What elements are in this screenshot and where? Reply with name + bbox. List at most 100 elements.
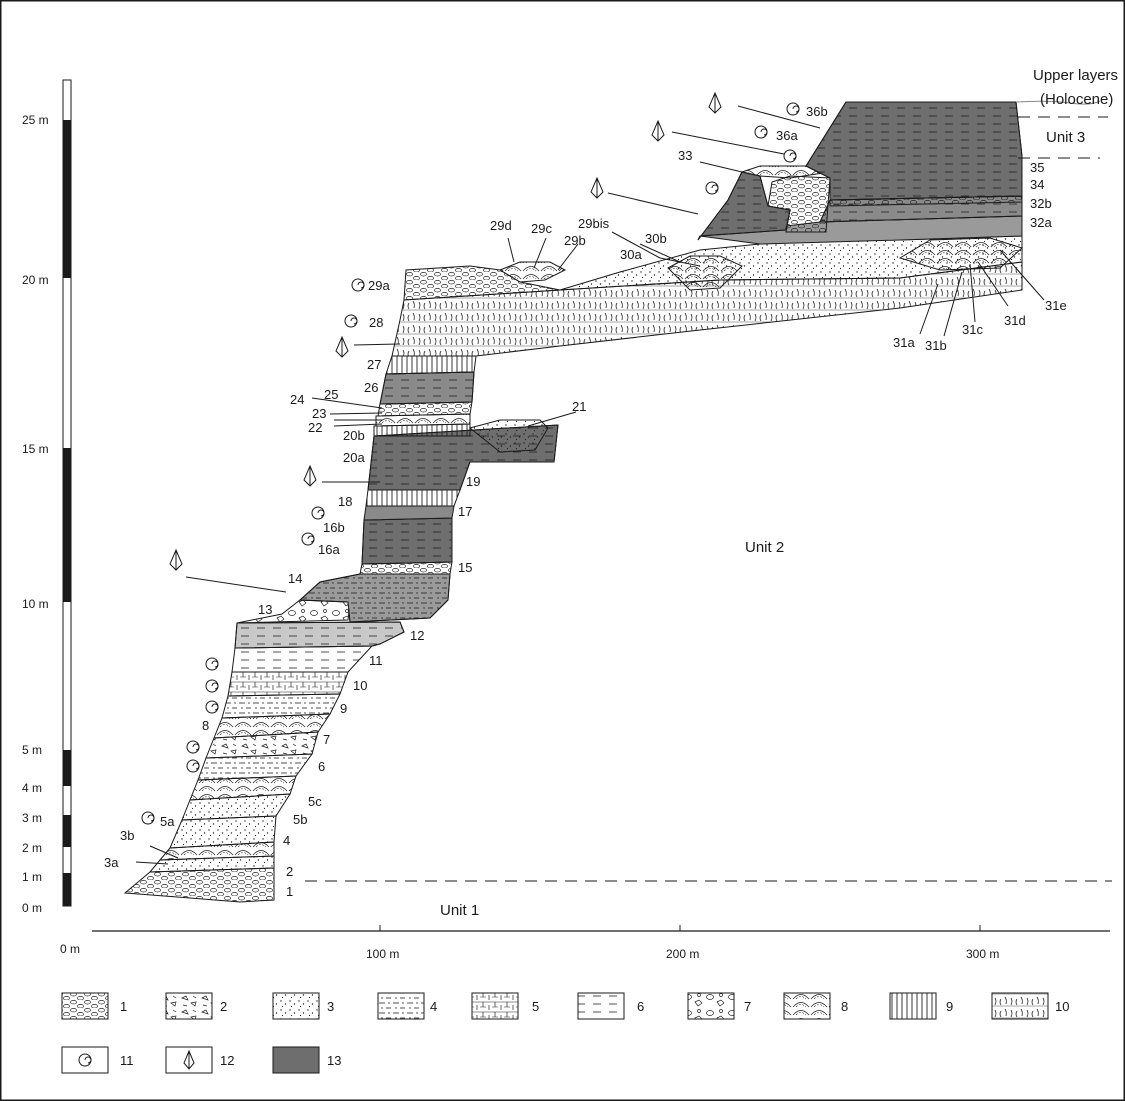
layer-label: 29bis: [578, 216, 610, 231]
legend: 1 2 3 4 5 6 7 8: [61, 992, 1069, 1074]
layer-label: 29a: [368, 278, 390, 293]
layer-label: 5a: [160, 814, 175, 829]
layer-label: 20a: [343, 450, 365, 465]
layer-label: 3a: [104, 855, 119, 870]
legend-label: 11: [120, 1053, 134, 1068]
layer-label: 25: [324, 387, 338, 402]
lithic-artifact-icon: [169, 548, 183, 571]
legend-item-sand: 3: [272, 992, 334, 1020]
layer-label: 31a: [893, 335, 915, 350]
snail-shell-icon: [205, 700, 219, 714]
legend-label: 4: [430, 999, 437, 1014]
snail-shell-icon: [205, 679, 219, 693]
hscale-label: 200 m: [666, 947, 699, 961]
layer-label: 9: [340, 701, 347, 716]
snail-shell-icon: [754, 125, 768, 139]
section-lower-slope: [123, 599, 405, 903]
legend-label: 3: [327, 999, 334, 1014]
legend-label: 8: [841, 999, 848, 1014]
legend-label: 6: [637, 999, 644, 1014]
layer-label: 35: [1030, 160, 1044, 175]
legend-label: 7: [744, 999, 751, 1014]
unit-boundaries: [305, 116, 1112, 882]
layer-label: 29d: [490, 218, 512, 233]
layer-label: 6: [318, 759, 325, 774]
vscale-label: 10 m: [22, 597, 49, 611]
layer-label: 23: [312, 406, 326, 421]
vscale-label: 3 m: [22, 811, 42, 825]
horizontal-scale: 0 m 100 m 200 m 300 m: [60, 925, 1110, 961]
layer-label: 31e: [1045, 298, 1067, 313]
legend-label: 10: [1055, 999, 1069, 1014]
holocene-surface-line: [1015, 100, 1101, 105]
layer-label: 22: [308, 420, 322, 435]
legend-item-clasts: 7: [687, 992, 751, 1020]
layer-label: 8: [202, 718, 209, 733]
legend-item-vertical-hatch: 9: [889, 992, 953, 1020]
layer-label: 17: [458, 504, 472, 519]
layer-label: 31b: [925, 338, 947, 353]
layer-label: 15: [458, 560, 472, 575]
legend-item-silt: 6: [577, 992, 644, 1020]
layer-label: 31c: [962, 322, 983, 337]
layer-label: 14: [288, 571, 302, 586]
layer-label: 5b: [293, 812, 307, 827]
layer-labels: 1 2 3a 3b 4 5a 5b 5c 6 7 8 9 10 11 12 13…: [104, 104, 1067, 899]
unit-headers: Upper layers (Holocene) Unit 3 Unit 2 Un…: [440, 67, 1118, 919]
snail-shell-icon: [783, 149, 797, 163]
hscale-label: 100 m: [366, 947, 399, 961]
layer-label: 5c: [308, 794, 322, 809]
snail-shell-icon: [344, 314, 358, 328]
layer-label: 12: [410, 628, 424, 643]
holocene-label: (Holocene): [1040, 91, 1113, 108]
layer-label: 29b: [564, 233, 586, 248]
leader-lines: [135, 105, 1045, 865]
layer-label: 27: [367, 357, 381, 372]
legend-label: 13: [327, 1053, 341, 1068]
legend-item-lens: 8: [783, 992, 848, 1020]
upper-layers-label: Upper layers: [1033, 67, 1118, 84]
legend-label: 1: [120, 999, 127, 1014]
snail-shell-icon: [786, 102, 800, 116]
vscale-label: 2 m: [22, 841, 42, 855]
layer-label: 18: [338, 494, 352, 509]
layer-label: 13: [258, 602, 272, 617]
legend-item-breccia: 2: [165, 992, 227, 1020]
layer-label: 21: [572, 399, 586, 414]
layer-label: 11: [369, 653, 383, 668]
lithic-artifact-icons: [169, 91, 722, 571]
lithic-artifact-icon: [303, 464, 317, 487]
layer-label: 16a: [318, 542, 340, 557]
layer-label: 24: [290, 392, 304, 407]
legend-label: 12: [220, 1053, 234, 1068]
legend-item-gravel: 1: [61, 992, 127, 1020]
lithic-artifact-icon: [590, 176, 604, 199]
layer-label: 20b: [343, 428, 365, 443]
layer-label: 28: [369, 315, 383, 330]
layer-label: 32b: [1030, 196, 1052, 211]
hscale-label: 300 m: [966, 947, 999, 961]
lithic-artifact-icon: [183, 1049, 195, 1070]
unit3-label: Unit 3: [1046, 129, 1085, 146]
layer-label: 26: [364, 380, 378, 395]
snail-shell-icon: [186, 740, 200, 754]
vscale-label: 20 m: [22, 273, 49, 287]
legend-label: 5: [532, 999, 539, 1014]
layer-label: 19: [466, 474, 480, 489]
vertical-scale-labels: 0 m 1 m 2 m 3 m 4 m 5 m 10 m 15 m 20 m 2…: [22, 113, 49, 915]
vscale-label: 5 m: [22, 743, 42, 757]
layer-label: 34: [1030, 177, 1044, 192]
layer-label: 36b: [806, 104, 828, 119]
snail-shell-icon: [705, 181, 719, 195]
snail-shell-icons: [141, 102, 800, 825]
snail-shell-icon: [205, 657, 219, 671]
legend-item-shaded: 13: [272, 1046, 341, 1074]
snail-shell-icon: [311, 506, 325, 520]
vscale-label: 0 m: [22, 901, 42, 915]
layer-label: 3b: [120, 828, 134, 843]
snail-shell-icon: [141, 811, 155, 825]
hscale-label: 0 m: [60, 942, 80, 956]
layer-label: 29c: [531, 221, 552, 236]
section-middle-column: [298, 355, 559, 623]
